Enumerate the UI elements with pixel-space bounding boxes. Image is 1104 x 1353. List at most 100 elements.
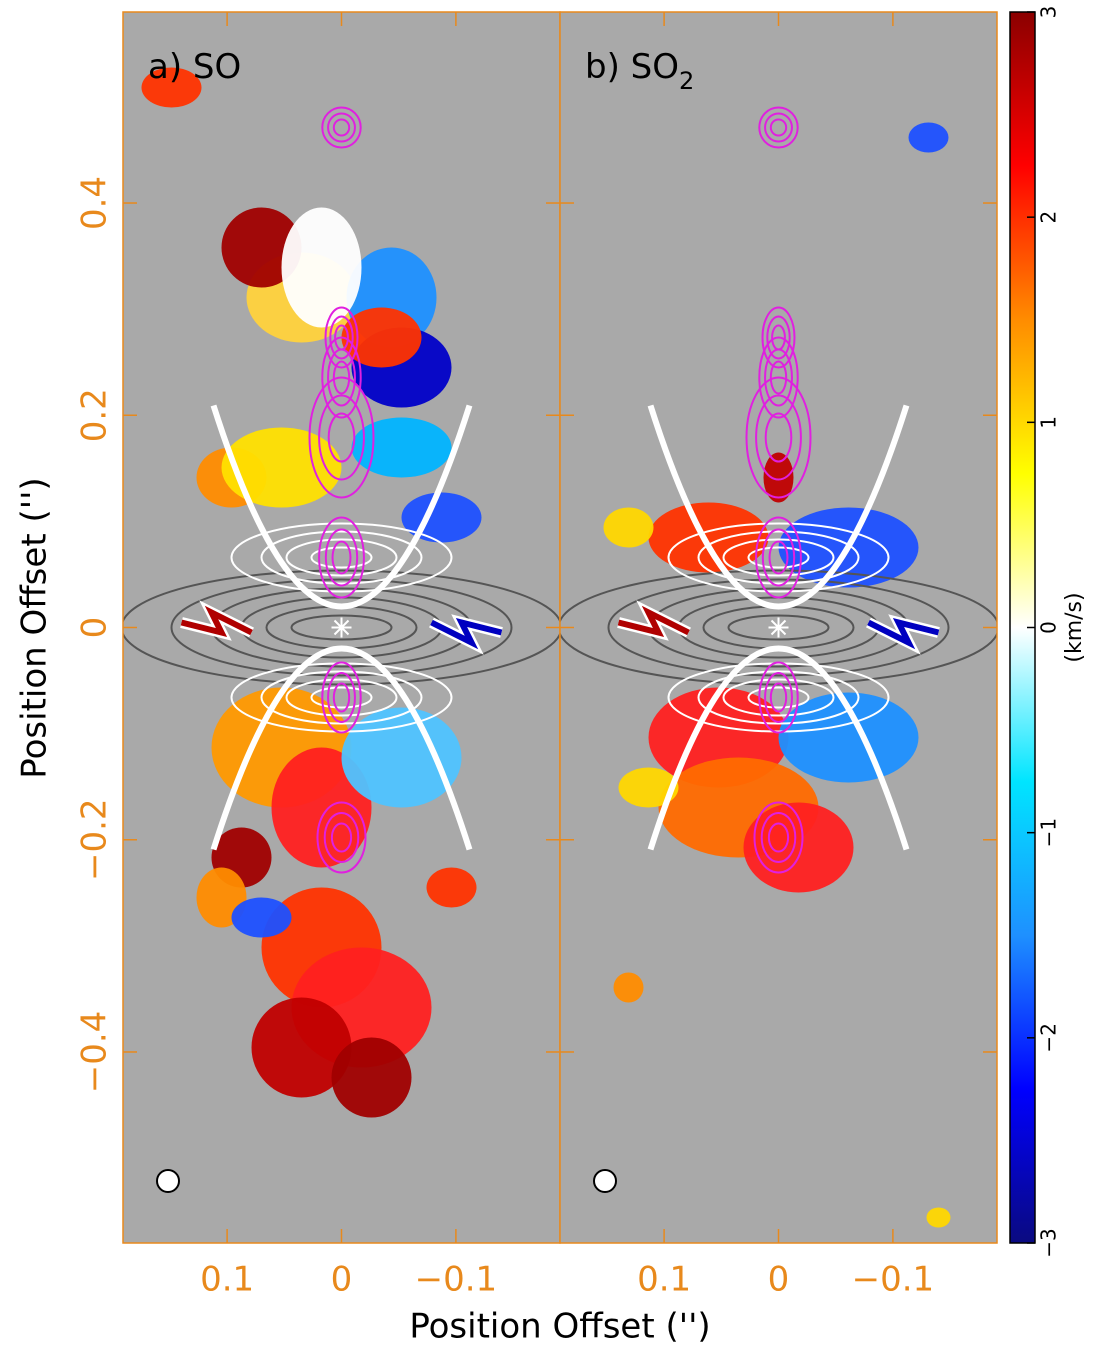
line-contour <box>667 522 890 593</box>
disk-arrow-red <box>617 605 690 637</box>
jet-contour <box>327 672 356 723</box>
jet-contour <box>321 106 362 149</box>
velocity-patch <box>618 767 679 808</box>
source-star <box>331 617 352 638</box>
panel-label-text: a) SO <box>148 47 241 87</box>
jet-contour <box>327 112 356 143</box>
continuum-contour <box>607 578 950 677</box>
jet-contour <box>324 306 359 369</box>
colorbar-tick-label: −3 <box>1037 1228 1061 1257</box>
velocity-patch <box>331 1037 412 1118</box>
velocity-patch <box>908 122 949 153</box>
jet-contour <box>766 315 791 360</box>
line-contour <box>310 686 373 709</box>
x-tick-label: 0.1 <box>200 1260 254 1300</box>
jet-contour <box>327 348 356 407</box>
continuum-contour <box>727 614 830 641</box>
line-contour <box>747 686 810 709</box>
line-contour <box>697 530 860 585</box>
line-contour <box>747 546 810 569</box>
velocity-patch <box>401 492 482 543</box>
x-tick-label: −0.1 <box>852 1260 935 1300</box>
panel <box>560 12 997 1243</box>
jet-contour <box>318 394 365 481</box>
jet-contour <box>764 112 793 143</box>
velocity-patch <box>426 867 477 908</box>
velocity-patch <box>281 207 362 328</box>
line-contour <box>230 522 453 593</box>
beam <box>156 1169 180 1193</box>
source-star <box>768 617 789 638</box>
jet-contour <box>329 315 354 360</box>
velocity-patch <box>341 707 462 808</box>
line-contour <box>260 670 423 725</box>
jet-contour <box>758 336 799 419</box>
jet-contour <box>327 412 356 463</box>
line-contour <box>310 546 373 569</box>
colorbar-tick-label: 0 <box>1037 621 1061 634</box>
velocity-patch <box>221 427 342 508</box>
continuum-contour <box>170 578 513 677</box>
disk-arrow-blue <box>430 618 503 650</box>
jet-contour <box>769 118 788 137</box>
velocity-patch <box>603 507 654 548</box>
line-contour <box>260 530 423 585</box>
colorbar-tick-label: −2 <box>1037 1023 1061 1052</box>
line-contour <box>722 678 835 717</box>
x-tick-label: 0 <box>331 1260 353 1300</box>
panel-label: b) SO2 <box>585 47 694 96</box>
jet-contour <box>332 682 351 713</box>
line-contour <box>285 538 398 577</box>
jet-contour <box>318 516 365 599</box>
jet-contour <box>332 360 351 395</box>
jet-contour <box>331 540 352 575</box>
velocity-patch <box>778 692 919 783</box>
colorbar-tick-label: 3 <box>1037 6 1061 19</box>
velocity-patch <box>613 972 644 1003</box>
jet-contour <box>758 106 799 149</box>
jet-contour <box>308 376 375 499</box>
y-tick-label: −0.2 <box>75 798 115 881</box>
jet-contour <box>755 516 802 599</box>
velocity-patch <box>763 452 794 503</box>
colorbar-tick-label: −1 <box>1037 818 1061 847</box>
jet-contour <box>764 412 793 463</box>
x-tick-label: 0 <box>768 1260 790 1300</box>
panel-label: a) SO <box>148 47 241 87</box>
continuum-contour <box>290 614 393 641</box>
jet-contour <box>330 822 353 853</box>
colorbar-label: (km/s) <box>1062 592 1087 662</box>
panel-label-subscript: 2 <box>679 67 694 95</box>
panel <box>123 12 560 1243</box>
cavity-model <box>647 404 910 610</box>
cavity-model <box>647 645 910 851</box>
jet-contour <box>761 528 796 587</box>
velocity-patch <box>351 417 452 478</box>
jet-contour <box>321 661 362 734</box>
jet-contour <box>769 360 788 395</box>
x-axis-title: Position Offset ('') <box>409 1307 710 1347</box>
jet-contour <box>764 672 793 723</box>
jet-contour <box>768 540 789 575</box>
y-tick-label: −0.4 <box>75 1011 115 1094</box>
colorbar-tick-label: 2 <box>1037 211 1061 224</box>
jet-contour <box>753 801 804 874</box>
line-contour <box>285 678 398 717</box>
y-tick-label: 0.2 <box>75 388 115 442</box>
velocity-patch <box>648 502 769 573</box>
jet-contour <box>764 348 793 407</box>
disk-arrow-blue <box>867 618 940 650</box>
x-tick-label: −0.1 <box>415 1260 498 1300</box>
velocity-patch <box>271 747 372 868</box>
jet-contour <box>769 682 788 713</box>
colorbar-tick-label: 1 <box>1037 416 1061 429</box>
line-contour <box>697 670 860 725</box>
jet-contour <box>758 661 799 734</box>
cavity-model <box>210 645 473 851</box>
velocity-patch <box>251 997 352 1098</box>
line-contour <box>722 538 835 577</box>
velocity-patch <box>926 1207 951 1228</box>
jet-contour <box>760 812 797 863</box>
panel-label-text: b) SO <box>585 47 679 87</box>
